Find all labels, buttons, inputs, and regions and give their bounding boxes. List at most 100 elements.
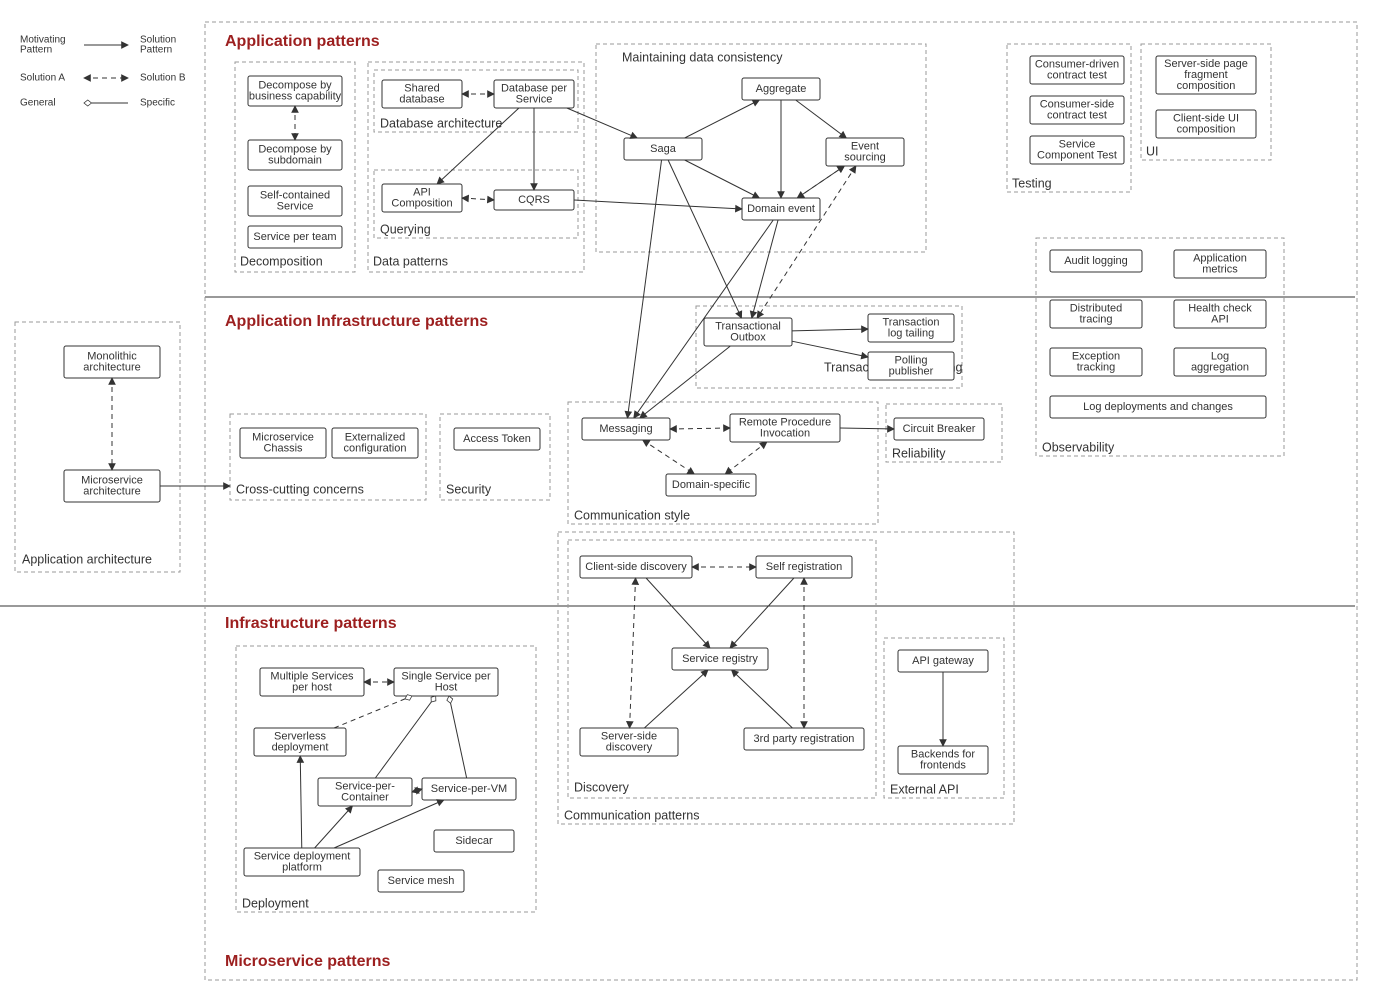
node-label: deployment: [272, 741, 329, 753]
legend-label: General: [20, 98, 56, 109]
legend-label: Solution A: [20, 73, 65, 84]
edge: [627, 160, 661, 418]
group-label: Deployment: [242, 896, 309, 910]
group-label: External API: [890, 782, 959, 796]
group-label: Maintaining data consistency: [622, 50, 783, 64]
node-label: sourcing: [844, 151, 886, 163]
edge: [685, 100, 760, 138]
node-label: database: [399, 93, 444, 105]
node-label: log tailing: [888, 327, 934, 339]
node-label: Service: [516, 93, 553, 105]
node-label: platform: [282, 861, 322, 873]
node-label: Invocation: [760, 427, 810, 439]
node-label: subdomain: [268, 154, 322, 166]
edge: [462, 198, 494, 200]
legend-label: Specific: [140, 98, 175, 109]
node-label: architecture: [83, 361, 140, 373]
node-label: Messaging: [599, 423, 652, 435]
node-label: contract test: [1047, 109, 1107, 121]
legend-label: Solution B: [140, 73, 186, 84]
node-label: Aggregate: [756, 83, 807, 95]
node-label: Access Token: [463, 433, 531, 445]
node-label: Circuit Breaker: [903, 423, 976, 435]
edge: [334, 800, 444, 848]
node-label: Service per team: [253, 231, 336, 243]
group-label: Discovery: [574, 780, 630, 794]
edge: [643, 440, 695, 474]
legend-label: Pattern: [20, 45, 52, 56]
node-label: Sidecar: [455, 835, 493, 847]
section-title: Application Infrastructure patterns: [225, 313, 488, 330]
node-label: Service registry: [682, 653, 758, 665]
node-label: Host: [435, 681, 458, 693]
node-label: Saga: [650, 143, 677, 155]
edge: [375, 696, 435, 778]
node-label: tracking: [1077, 361, 1116, 373]
edge: [646, 578, 710, 648]
node-label: Container: [341, 791, 389, 803]
node-label: CQRS: [518, 194, 550, 206]
edge: [449, 696, 467, 778]
node-label: tracing: [1079, 313, 1112, 325]
edge: [792, 341, 868, 357]
node-label: Self registration: [766, 561, 842, 573]
edge: [730, 578, 794, 648]
legend-label: Pattern: [140, 45, 172, 56]
group-label: Decomposition: [240, 254, 323, 268]
edge: [574, 200, 742, 209]
node-label: Domain event: [747, 203, 815, 215]
group-label: Querying: [380, 222, 431, 236]
node-label: composition: [1177, 123, 1236, 135]
group-label: Data patterns: [373, 254, 448, 268]
edge: [412, 789, 422, 792]
node-label: Audit logging: [1064, 255, 1128, 267]
node-label: architecture: [83, 485, 140, 497]
node-label: Outbox: [730, 331, 766, 343]
group-label: Communication patterns: [564, 808, 699, 822]
group-label: Database architecture: [380, 116, 502, 130]
edge: [300, 756, 302, 848]
edge: [630, 578, 636, 728]
group-label: UI: [1146, 144, 1159, 158]
node-label: Component Test: [1037, 149, 1117, 161]
node-label: configuration: [344, 442, 407, 454]
node-label: Service mesh: [388, 875, 455, 887]
edge: [640, 346, 731, 418]
node-label: contract test: [1047, 69, 1107, 81]
node-label: API: [1211, 313, 1229, 325]
node-label: composition: [1177, 80, 1236, 92]
node-label: API gateway: [912, 655, 974, 667]
node-label: aggregation: [1191, 361, 1249, 373]
section-title: Application patterns: [225, 33, 380, 50]
edge: [725, 442, 767, 474]
edge: [334, 696, 412, 728]
node-label: Log deployments and changes: [1083, 401, 1233, 413]
node-label: publisher: [889, 365, 934, 377]
edge: [752, 220, 778, 318]
section-title: Microservice patterns: [225, 953, 391, 970]
group-label: Reliability: [892, 446, 946, 460]
diagram-canvas: Application patterns Application Infrastr…: [0, 0, 1397, 999]
node-label: metrics: [1202, 263, 1238, 275]
node-label: Composition: [391, 197, 452, 209]
node-label: discovery: [606, 741, 653, 753]
group-label: Observability: [1042, 440, 1115, 454]
group-label: Cross-cutting concerns: [236, 482, 364, 496]
node-label: 3rd party registration: [754, 733, 855, 745]
node-label: Chassis: [263, 442, 303, 454]
edge: [796, 100, 847, 138]
edge: [567, 108, 637, 138]
node-label: Client-side discovery: [585, 561, 687, 573]
edge: [732, 670, 793, 728]
edge: [685, 160, 760, 198]
group-label: Security: [446, 482, 492, 496]
node-label: business capability: [249, 90, 342, 102]
group-label: Testing: [1012, 176, 1052, 190]
node-label: Service: [277, 200, 314, 212]
group-label: Communication style: [574, 508, 690, 522]
group-label: Application architecture: [22, 552, 152, 566]
node-label: per host: [292, 681, 332, 693]
edge: [315, 806, 353, 848]
edge: [670, 428, 730, 429]
edge: [644, 670, 708, 728]
